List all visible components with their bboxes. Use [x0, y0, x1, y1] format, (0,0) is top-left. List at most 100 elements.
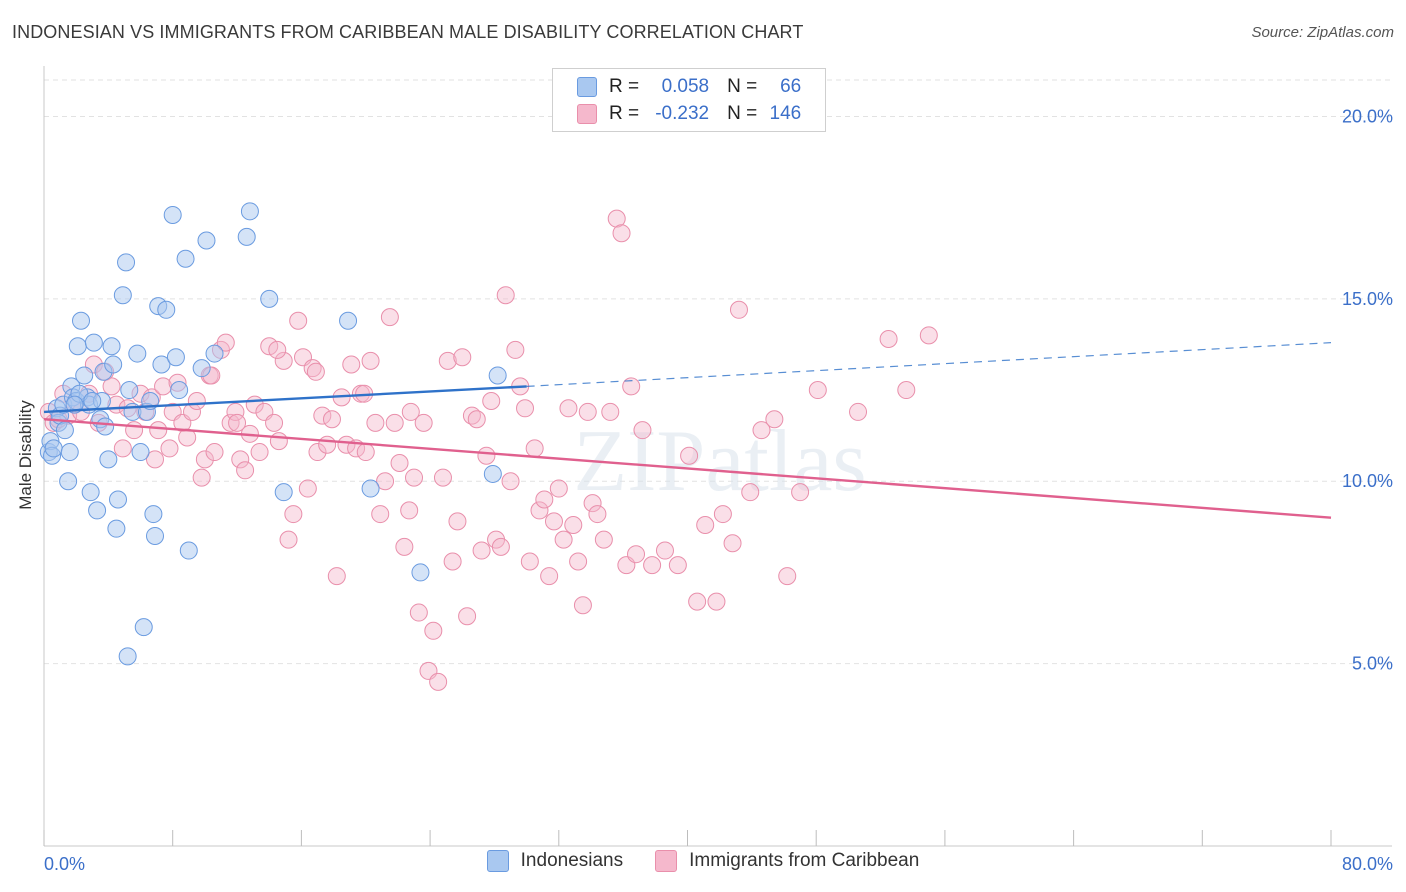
- data-point-caribbean: [808, 381, 827, 400]
- data-point-caribbean: [919, 326, 938, 345]
- data-point-caribbean: [221, 413, 240, 432]
- data-point-indonesians: [146, 526, 165, 545]
- data-point-indonesians: [483, 464, 502, 483]
- data-point-caribbean: [318, 435, 337, 454]
- data-point-caribbean: [205, 443, 224, 462]
- data-point-caribbean: [879, 329, 898, 348]
- legend-n-value: 66: [780, 76, 802, 97]
- data-point-caribbean: [395, 537, 414, 556]
- data-point-caribbean: [274, 351, 293, 370]
- data-point-caribbean: [601, 402, 620, 421]
- data-point-caribbean: [897, 381, 916, 400]
- data-point-caribbean: [409, 603, 428, 622]
- data-point-caribbean: [303, 359, 322, 378]
- data-point-caribbean: [516, 399, 535, 418]
- data-point-caribbean: [540, 567, 559, 586]
- legend-item-indonesians[interactable]: Indonesians: [486, 850, 624, 872]
- legend-label-indonesians: Indonesians: [520, 850, 624, 871]
- legend-r-value: 0.058: [661, 76, 710, 97]
- data-point-caribbean: [594, 530, 613, 549]
- data-point-indonesians: [96, 417, 115, 436]
- series-indonesians: [39, 202, 507, 666]
- data-point-caribbean: [723, 534, 742, 553]
- data-point-caribbean: [380, 308, 399, 327]
- data-point-caribbean: [298, 479, 317, 498]
- data-point-caribbean: [501, 472, 520, 491]
- legend-r-value: -0.232: [655, 103, 710, 124]
- data-point-caribbean: [741, 483, 760, 502]
- data-point-indonesians: [75, 366, 94, 385]
- data-point-caribbean: [313, 406, 332, 425]
- data-point-caribbean: [559, 399, 578, 418]
- data-point-caribbean: [525, 439, 544, 458]
- data-point-caribbean: [405, 468, 424, 487]
- data-point-caribbean: [680, 446, 699, 465]
- data-point-caribbean: [231, 450, 250, 469]
- data-point-caribbean: [337, 435, 356, 454]
- data-point-indonesians: [128, 344, 147, 363]
- data-point-caribbean: [178, 428, 197, 447]
- data-point-caribbean: [113, 439, 132, 458]
- legend-swatch-blue: [577, 77, 597, 97]
- data-point-caribbean: [433, 468, 452, 487]
- y-tick-label: 15.0%: [1342, 289, 1393, 309]
- legend-n-label: N =: [727, 103, 758, 124]
- series-legend: Indonesians Immigrants from Caribbean: [0, 850, 1406, 872]
- data-point-indonesians: [134, 618, 153, 637]
- data-point-caribbean: [607, 209, 626, 228]
- data-point-caribbean: [688, 592, 707, 611]
- y-tick-label: 20.0%: [1342, 106, 1393, 126]
- trend-line-indonesians-extrapolated: [526, 342, 1332, 387]
- data-point-caribbean: [622, 377, 641, 396]
- data-point-caribbean: [146, 450, 165, 469]
- data-point-caribbean: [289, 311, 308, 330]
- x-tick-label: 0.0%: [44, 854, 85, 874]
- data-point-caribbean: [530, 501, 549, 520]
- data-point-indonesians: [157, 300, 176, 319]
- data-point-indonesians: [170, 381, 189, 400]
- data-point-indonesians: [59, 472, 78, 491]
- data-point-indonesians: [131, 443, 150, 462]
- data-point-caribbean: [713, 505, 732, 524]
- data-point-caribbean: [443, 552, 462, 571]
- data-point-indonesians: [411, 563, 430, 582]
- data-point-indonesians: [192, 359, 211, 378]
- data-point-caribbean: [195, 450, 214, 469]
- data-point-caribbean: [458, 607, 477, 626]
- legend-label-caribbean: Immigrants from Caribbean: [689, 850, 920, 871]
- data-point-caribbean: [583, 494, 602, 513]
- legend-item-caribbean[interactable]: Immigrants from Caribbean: [655, 850, 919, 872]
- data-point-indonesians: [83, 391, 102, 410]
- data-point-indonesians: [72, 311, 91, 330]
- data-point-caribbean: [448, 512, 467, 531]
- data-point-caribbean: [506, 340, 525, 359]
- data-point-indonesians: [163, 205, 182, 224]
- data-point-caribbean: [438, 351, 457, 370]
- legend-n-label: N =: [727, 76, 758, 97]
- data-point-caribbean: [453, 348, 472, 367]
- data-point-indonesians: [84, 333, 103, 352]
- data-point-caribbean: [482, 391, 501, 410]
- chart-title: INDONESIAN VS IMMIGRANTS FROM CARIBBEAN …: [12, 22, 804, 42]
- data-point-indonesians: [179, 541, 198, 560]
- data-point-caribbean: [342, 355, 361, 374]
- data-point-caribbean: [149, 421, 168, 440]
- trend-line-indonesians: [43, 385, 527, 414]
- data-point-indonesians: [274, 483, 293, 502]
- data-point-caribbean: [160, 439, 179, 458]
- data-point-indonesians: [88, 501, 107, 520]
- y-axis-label: Male Disability: [16, 400, 35, 510]
- data-point-caribbean: [187, 391, 206, 410]
- data-point-caribbean: [467, 410, 486, 429]
- data-point-indonesians: [109, 490, 128, 509]
- data-point-indonesians: [152, 355, 171, 374]
- data-point-caribbean: [228, 413, 247, 432]
- data-point-caribbean: [356, 443, 375, 462]
- data-point-indonesians: [104, 355, 123, 374]
- data-point-indonesians: [237, 227, 256, 246]
- data-point-caribbean: [564, 516, 583, 535]
- data-point-indonesians: [68, 337, 87, 356]
- data-point-indonesians: [197, 231, 216, 250]
- data-point-indonesians: [488, 366, 507, 385]
- data-point-caribbean: [308, 443, 327, 462]
